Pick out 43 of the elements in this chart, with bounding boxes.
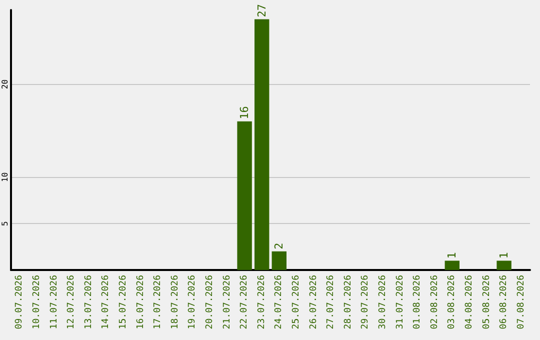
x-tick-label: 31.07.2026: [395, 275, 406, 330]
y-tick-label: 20: [0, 79, 10, 90]
bar: [444, 260, 460, 270]
data-label: 27: [255, 4, 268, 18]
bar: [237, 121, 252, 270]
x-tick-label: 24.07.2026: [274, 275, 284, 330]
x-tick-label: 02.08.2026: [430, 275, 440, 330]
x-tick-label: 11.07.2026: [49, 275, 60, 330]
x-tick-label: 10.07.2026: [32, 275, 42, 330]
x-tick-label: 04.08.2026: [464, 275, 474, 330]
x-tick-label: 06.08.2026: [499, 275, 510, 330]
x-tick-label: 16.07.2026: [136, 275, 146, 330]
data-label: 1: [446, 252, 459, 259]
x-tick-label: 13.07.2026: [84, 275, 94, 330]
x-tick-label: 15.07.2026: [118, 275, 128, 330]
y-tick-label: 5: [0, 220, 10, 226]
x-tick-label: 03.08.2026: [447, 275, 458, 330]
x-tick-label: 28.07.2026: [343, 275, 354, 330]
x-tick-label: 14.07.2026: [101, 275, 112, 330]
bar: [272, 251, 287, 270]
x-tick-label: 05.08.2026: [482, 275, 492, 330]
bar: [254, 19, 270, 270]
x-tick-label: 19.07.2026: [188, 275, 198, 330]
x-tick-label: 20.07.2026: [204, 275, 215, 330]
x-tick-label: 07.08.2026: [516, 275, 526, 330]
data-label: 1: [498, 252, 511, 259]
x-tick-label: 29.07.2026: [360, 275, 371, 330]
x-tick-label: 26.07.2026: [308, 275, 319, 330]
data-label: 2: [272, 242, 286, 250]
x-tick-label: 17.07.2026: [153, 275, 164, 330]
x-tick-label: 30.07.2026: [378, 275, 388, 330]
y-tick-label: 10: [0, 172, 10, 182]
x-tick-label: 27.07.2026: [326, 275, 336, 330]
x-tick-label: 18.07.2026: [170, 275, 180, 330]
x-tick-label: 21.07.2026: [222, 275, 232, 330]
x-tick-label: 22.07.2026: [240, 275, 250, 330]
bar: [496, 260, 512, 270]
data-label: 16: [238, 106, 252, 120]
x-tick-label: 25.07.2026: [291, 275, 302, 330]
x-tick-label: 23.07.2026: [256, 275, 267, 330]
x-tick-label: 12.07.2026: [66, 275, 77, 330]
x-tick-label: 01.08.2026: [412, 275, 423, 330]
x-tick-label: 09.07.2026: [14, 275, 25, 330]
